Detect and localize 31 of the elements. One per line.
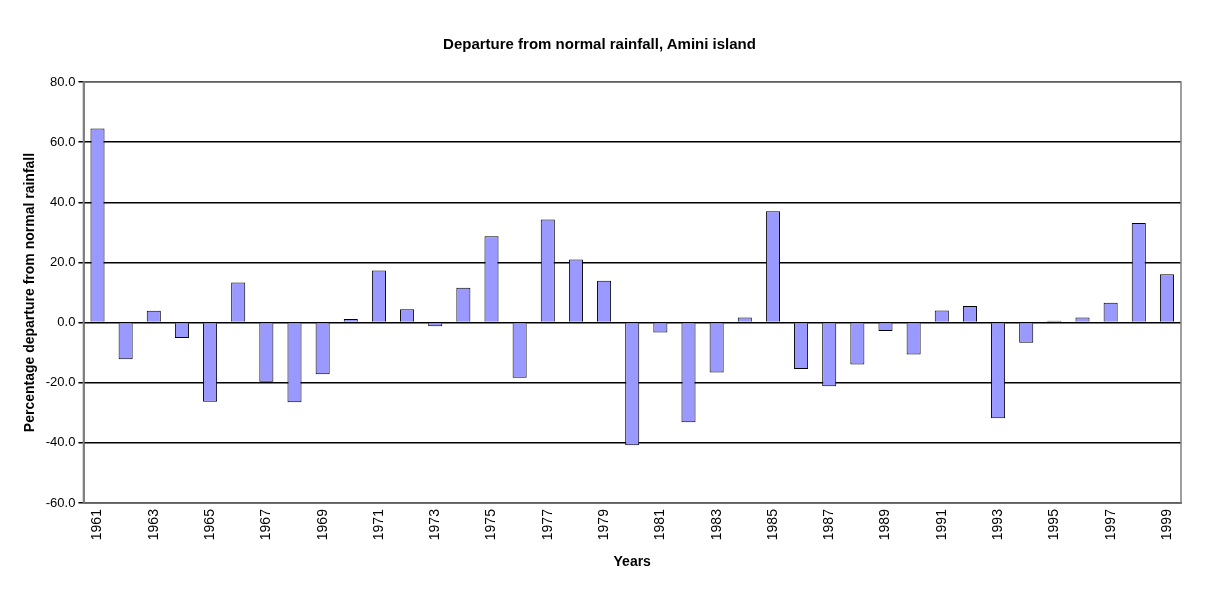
- x-tick-label: 1983: [707, 508, 724, 541]
- x-tick-label: 1963: [144, 508, 161, 541]
- x-tick-label: 1971: [369, 508, 386, 541]
- y-tick-label: -60.0: [45, 494, 76, 510]
- x-tick-label: 1969: [313, 508, 330, 541]
- x-tick-label: 1981: [651, 508, 668, 541]
- x-tick-label: 1973: [426, 508, 443, 541]
- x-tick-label: 1993: [988, 508, 1005, 541]
- y-axis-title: Percentage departure from normal rainfall: [21, 152, 38, 433]
- y-tick-label: 20.0: [50, 254, 76, 270]
- x-tick-label: 1977: [538, 508, 555, 541]
- x-tick-label: 1991: [932, 508, 949, 541]
- x-tick-label: 1987: [820, 508, 837, 541]
- x-tick-label: 1979: [594, 508, 611, 541]
- y-tick-label: 80.0: [50, 73, 76, 89]
- x-tick-label: 1997: [1101, 508, 1118, 541]
- chart-title: Departure from normal rainfall, Amini island: [443, 35, 756, 53]
- y-tick-label: -20.0: [45, 374, 76, 390]
- x-tick-label: 1975: [482, 508, 499, 541]
- x-tick-label: 1961: [88, 508, 105, 541]
- x-tick-label: 1967: [257, 508, 274, 541]
- y-tick-label: 60.0: [50, 133, 76, 149]
- x-tick-label: 1985: [763, 508, 780, 541]
- x-tick-label: 1989: [876, 508, 893, 541]
- y-tick-label: -40.0: [45, 434, 76, 450]
- x-tick-label: 1995: [1045, 508, 1062, 541]
- x-tick-label: 1999: [1157, 508, 1174, 541]
- y-tick-label: 40.0: [50, 193, 76, 209]
- x-axis-title: Years: [613, 553, 652, 570]
- y-tick-label: 0.0: [57, 314, 76, 330]
- x-tick-label: 1965: [200, 508, 217, 541]
